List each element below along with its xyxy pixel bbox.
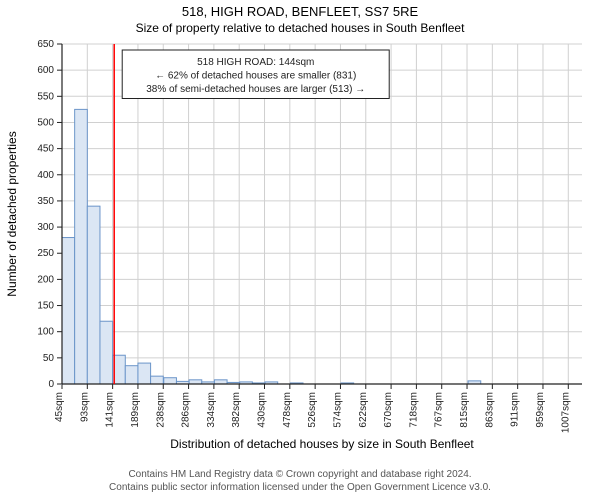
ytick-label: 50 <box>43 353 55 364</box>
y-axis-label: Number of detached properties <box>5 131 19 296</box>
ytick-label: 450 <box>37 144 54 155</box>
ytick-label: 100 <box>37 327 54 338</box>
xtick-label: 911sqm <box>510 392 521 427</box>
annotation-line: ← 62% of detached houses are smaller (83… <box>155 71 356 82</box>
xtick-label: 478sqm <box>282 392 293 428</box>
chart-title: 518, HIGH ROAD, BENFLEET, SS7 5RE <box>182 4 419 19</box>
bar <box>151 376 164 384</box>
xtick-label: 141sqm <box>105 392 116 428</box>
xtick-label: 526sqm <box>307 392 318 428</box>
ytick-label: 0 <box>48 379 54 390</box>
xtick-label: 430sqm <box>257 392 268 428</box>
xtick-label: 622sqm <box>358 392 369 428</box>
ytick-label: 600 <box>37 65 54 76</box>
xtick-label: 286sqm <box>181 392 192 428</box>
bar <box>125 366 138 384</box>
bar <box>138 363 151 384</box>
xtick-label: 718sqm <box>408 392 419 428</box>
xtick-label: 670sqm <box>383 392 394 428</box>
xtick-label: 189sqm <box>130 392 141 428</box>
ytick-label: 200 <box>37 274 54 285</box>
ytick-label: 400 <box>37 170 54 181</box>
xtick-label: 959sqm <box>535 392 546 428</box>
footer-line2: Contains public sector information licen… <box>0 481 600 494</box>
ytick-label: 650 <box>37 39 54 50</box>
ytick-label: 500 <box>37 117 54 128</box>
bar <box>100 321 113 384</box>
xtick-label: 238sqm <box>155 392 166 428</box>
chart-container: 0 50 100 150 200 250 300 350 400 450 500 550 600 650 4… <box>0 0 600 500</box>
xtick-label: 45sqm <box>54 392 65 422</box>
xtick-label: 93sqm <box>79 392 90 422</box>
xtick-label: 574sqm <box>332 392 343 428</box>
chart-svg: 0 50 100 150 200 250 300 350 400 450 500 550 600 650 4… <box>0 0 600 452</box>
bar <box>62 238 75 384</box>
chart-subtitle: Size of property relative to detached ho… <box>136 21 466 35</box>
xtick-label: 767sqm <box>434 392 445 428</box>
ytick-label: 250 <box>37 248 54 259</box>
bar <box>75 109 88 384</box>
xtick-label: 1007sqm <box>560 392 571 433</box>
xtick-label: 382sqm <box>231 392 242 428</box>
ytick-label: 550 <box>37 91 54 102</box>
footer-line1: Contains HM Land Registry data © Crown c… <box>0 468 600 481</box>
bar <box>214 380 227 384</box>
annotation-line: 38% of semi-detached houses are larger (… <box>146 84 365 95</box>
x-axis-label: Distribution of detached houses by size … <box>170 437 474 451</box>
footer: Contains HM Land Registry data © Crown c… <box>0 468 600 494</box>
ytick-label: 300 <box>37 222 54 233</box>
ytick-label: 150 <box>37 301 54 312</box>
annotation-line: 518 HIGH ROAD: 144sqm <box>197 57 314 68</box>
bar <box>189 380 202 384</box>
bar <box>87 206 100 384</box>
bar <box>164 378 177 384</box>
xtick-label: 863sqm <box>484 392 495 428</box>
ytick-label: 350 <box>37 196 54 207</box>
xtick-label: 334sqm <box>206 392 217 428</box>
xtick-label: 815sqm <box>459 392 470 428</box>
